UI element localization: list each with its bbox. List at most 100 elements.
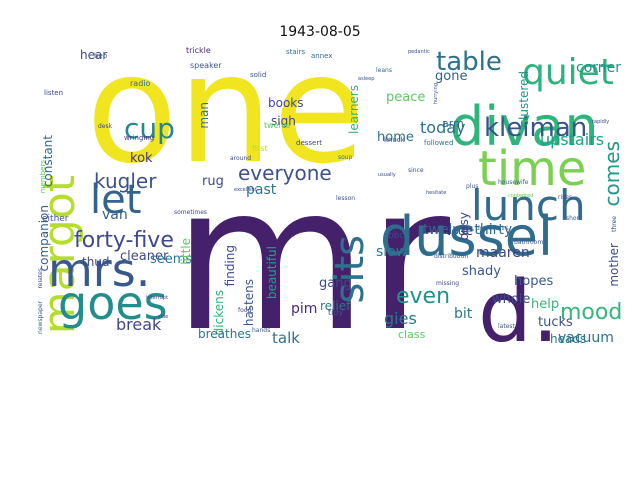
cloud-word: since [408,167,424,174]
cloud-word: thud [82,255,110,269]
cloud-word: let [90,177,142,223]
cloud-word: kugler [94,169,157,193]
cloud-word: desk [98,123,113,130]
cloud-word: forty-five [74,228,174,253]
cloud-word: twelve [264,121,291,130]
cloud-word: around [230,155,252,162]
cloud-word: missing [436,280,460,287]
cloud-word: learners [347,85,361,134]
cloud-word: breathes [198,327,251,341]
cloud-word: either [42,214,69,224]
cloud-word: help [531,297,560,312]
cloud-word: mood [560,300,622,325]
cloud-word: asleep [358,76,375,82]
cloud-word: relief [320,299,351,313]
cloud-word: first [252,144,268,153]
cloud-word: quiet [522,52,614,93]
cloud-word: relates [38,268,44,289]
cloud-word: de [458,224,473,238]
cloud-word: usually [378,172,396,178]
cloud-word: tidy [328,308,344,317]
cloud-word: hopes [514,274,554,289]
cloud-word: food [238,307,252,314]
cloud-word: van [102,207,128,223]
cloud-word: latest [498,323,515,330]
cloud-word: cup [124,112,175,145]
cloud-word: clustered [517,71,531,127]
cloud-word: dussel [380,205,553,268]
cloud-word: wringing [124,134,155,142]
cloud-word: maaren [476,245,530,261]
cloud-word: upstairs [540,130,605,149]
cloud-word: bbc [388,231,405,241]
cloud-word: interrupt [146,295,168,301]
cloud-word: rug [202,174,224,189]
cloud-word: class [398,328,426,341]
cloud-word: arm [442,117,464,130]
cloud-word: speaker [190,61,222,70]
cloud-word: downstairs [476,225,509,232]
cloud-word: everyone [238,161,332,185]
cloud-word: mother [607,243,621,287]
cloud-word: newspaper [38,301,44,334]
cloud-word: stairs [286,48,306,56]
chart-title: 1943-08-05 [279,24,361,40]
cloud-word: break [116,315,162,334]
cloud-word: man [197,102,211,129]
cloud-word: dessert [296,139,322,147]
cloud-word: slow [376,244,408,260]
cloud-word: corner [576,60,622,76]
cloud-word: soup [338,154,353,161]
cloud-word: hesitate [426,190,447,196]
cloud-word: even [396,284,451,309]
cloud-word: members [39,160,47,194]
cloud-word: books [268,96,304,110]
cloud-word: bit [454,306,473,322]
cloud-word: today [420,118,466,137]
cloud-word: distribution [434,253,469,260]
cloud-word: gies [384,309,417,328]
cloud-word: seems [150,252,193,267]
cloud-word: peace [386,90,426,105]
cloud-word: gang [319,276,352,291]
cloud-word: vacuum [558,330,614,345]
cloud-word: whole [492,292,531,307]
cloud-word: heads [550,332,587,345]
cloud-word: trickle [186,46,211,55]
cloud-word: short [566,215,582,222]
cloud-word: contented [508,193,534,199]
cloud-word: radio [130,79,151,88]
cloud-word: divan [450,95,599,158]
cloud-word: pim [291,301,318,317]
cloud-word: solid [250,71,267,79]
cloud-word: twelve-thirty [423,222,513,238]
cloud-word: sits [327,235,373,304]
cloud-word: hurrying [433,83,439,105]
cloud-word: rises [558,194,573,201]
cloud-word: talk [272,329,300,346]
cloud-word: annex [311,52,333,60]
cloud-word: bep [94,52,108,60]
cloud-word: bathroom [514,239,544,246]
cloud-word: cleaner [120,249,169,264]
cloud-word: knock [384,136,405,144]
cloud-word: home [377,130,414,145]
cloud-word: gone [435,69,468,84]
cloud-word: followed [424,139,454,147]
cloud-word: shady [462,264,501,279]
cloud-word: little [179,238,193,265]
cloud-word: leans [376,67,392,74]
cloud-word: hear [80,48,108,62]
cloud-word: tucks [538,315,573,330]
cloud-word: three [611,216,618,232]
cloud-word: sigh [271,114,296,128]
cloud-word: beautiful [265,246,279,300]
cloud-word: sometimes [174,209,208,216]
cloud-word: finding [223,245,237,287]
cloud-word: listen [44,89,64,97]
cloud-word: mrs. [48,243,151,297]
cloud-word: goes [58,276,168,330]
cloud-word: table [436,47,502,77]
cloud-word: hands [252,327,271,334]
cloud-word: side [158,314,169,320]
